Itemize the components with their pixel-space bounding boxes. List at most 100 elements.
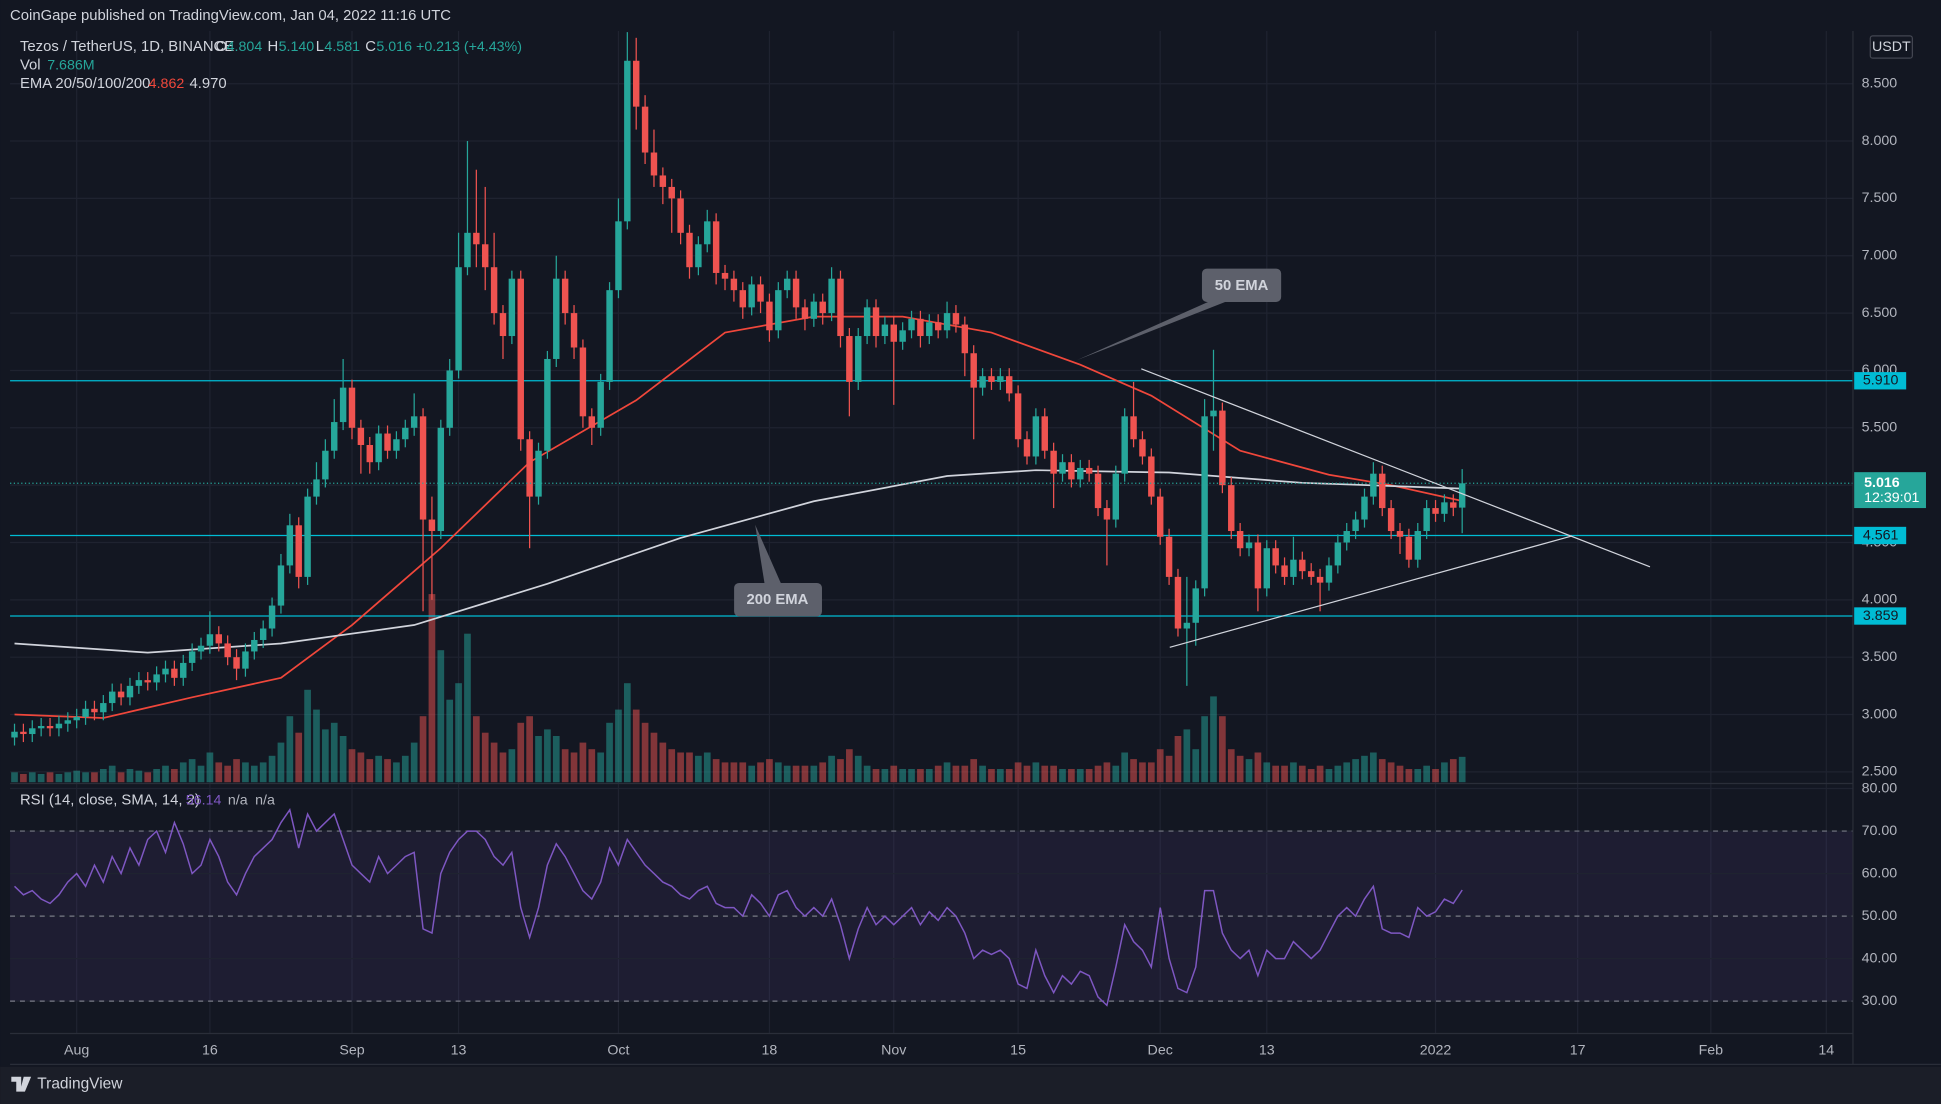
candle-body	[144, 680, 151, 683]
candle-body	[1228, 485, 1235, 532]
volume-bar	[1041, 765, 1049, 783]
level-label: 5.910	[1863, 373, 1899, 389]
volume-bar	[366, 759, 374, 783]
candle-body	[197, 645, 205, 652]
x-tick-label: 16	[202, 1043, 218, 1059]
candle-body	[535, 450, 542, 497]
volume-bar	[322, 729, 329, 783]
countdown: 12:39:01	[1864, 490, 1919, 506]
candle-body	[704, 221, 711, 245]
candle-body	[1201, 416, 1208, 589]
ohlc-key: H	[268, 39, 279, 55]
candle-body	[508, 278, 516, 337]
volume-bar	[774, 762, 782, 783]
candle-body	[1174, 576, 1182, 629]
candle-body	[162, 668, 169, 675]
candle-body	[64, 720, 72, 724]
volume-bar	[73, 770, 81, 783]
callout-label: 200 EMA	[746, 592, 808, 608]
candle-body	[783, 278, 791, 291]
candle-body	[277, 565, 285, 606]
candle-body	[544, 358, 551, 451]
candle-body	[259, 628, 267, 640]
volume-bar	[801, 765, 809, 783]
ohlc-value: 5.140	[279, 39, 315, 55]
volume-bar	[1192, 749, 1200, 783]
candle-body	[1414, 531, 1421, 560]
x-tick-label: 14	[1818, 1043, 1834, 1059]
volume-bar	[1414, 769, 1422, 783]
x-tick-label: Aug	[64, 1043, 89, 1059]
volume-bar	[1449, 759, 1457, 783]
candle-body	[357, 427, 365, 445]
volume-bar	[881, 769, 889, 783]
x-tick-label: Oct	[607, 1043, 629, 1059]
x-tick-label: Sep	[339, 1043, 364, 1059]
candle-body	[934, 322, 942, 331]
volume-bar	[721, 762, 729, 783]
level-label-box	[1854, 607, 1907, 625]
candle-body	[251, 639, 258, 652]
candle-body	[579, 347, 587, 417]
y-tick-label: 8.500	[1862, 75, 1898, 91]
volume-bar	[1396, 765, 1404, 783]
candle-body	[1370, 473, 1377, 497]
change: +0.213 (+4.43%)	[416, 39, 522, 55]
x-tick-label: 15	[1010, 1043, 1026, 1059]
volume-bar	[339, 736, 347, 783]
currency: USDT	[1872, 39, 1911, 55]
candle-body	[410, 416, 418, 428]
volume-bar	[792, 765, 800, 783]
volume-bar	[1227, 749, 1235, 783]
volume-bar	[659, 742, 667, 783]
candle-body	[1245, 542, 1253, 549]
y-tick-label: 8.000	[1862, 133, 1898, 149]
volume-bar	[819, 762, 827, 783]
candle-body	[686, 232, 693, 268]
candle-body	[1068, 462, 1075, 480]
y-tick-label: 5.500	[1862, 420, 1898, 436]
volume-bar	[1059, 769, 1066, 783]
currency-box[interactable]	[1869, 35, 1913, 59]
volume-bar	[1352, 759, 1359, 783]
volume-bar	[917, 769, 924, 783]
volume-bar	[597, 752, 605, 783]
volume-bar	[1263, 762, 1271, 783]
candle-body	[1192, 588, 1199, 623]
volume-bar	[206, 752, 214, 783]
volume-bar	[224, 765, 232, 783]
rsi-title: RSI (14, close, SMA, 14, 2)	[20, 793, 200, 809]
volume-bar	[197, 765, 205, 783]
volume-bar	[517, 722, 525, 783]
volume-bar	[1165, 755, 1173, 783]
volume-bar	[99, 769, 107, 783]
candle-body	[1130, 416, 1137, 440]
x-tick-label: 13	[451, 1043, 467, 1059]
volume-bar	[712, 759, 720, 783]
volume-bar	[1290, 762, 1297, 783]
volume-bar	[1050, 765, 1057, 783]
volume-bar	[455, 683, 462, 783]
volume-bar	[1316, 765, 1324, 783]
candle-body	[881, 324, 889, 337]
candle-body	[233, 657, 240, 669]
volume-bar	[526, 716, 533, 783]
volume-bar	[1272, 765, 1280, 783]
candle-body	[721, 272, 729, 279]
volume-bar	[677, 752, 684, 783]
candle-body	[588, 416, 596, 428]
volume-bar	[348, 749, 356, 783]
volume-bar	[952, 765, 960, 783]
callout-box	[734, 582, 822, 617]
candle-body	[1325, 565, 1333, 583]
volume-bar	[615, 709, 622, 783]
volume-bar	[1245, 759, 1253, 783]
y-tick-label: 50.00	[1862, 908, 1898, 924]
volume-bar	[1298, 765, 1306, 783]
volume-bar	[1423, 765, 1430, 783]
candle-body	[526, 439, 533, 497]
candle-body	[677, 198, 684, 233]
candle-body	[215, 634, 223, 644]
candle-body	[801, 307, 809, 319]
volume-bar	[1183, 729, 1191, 783]
